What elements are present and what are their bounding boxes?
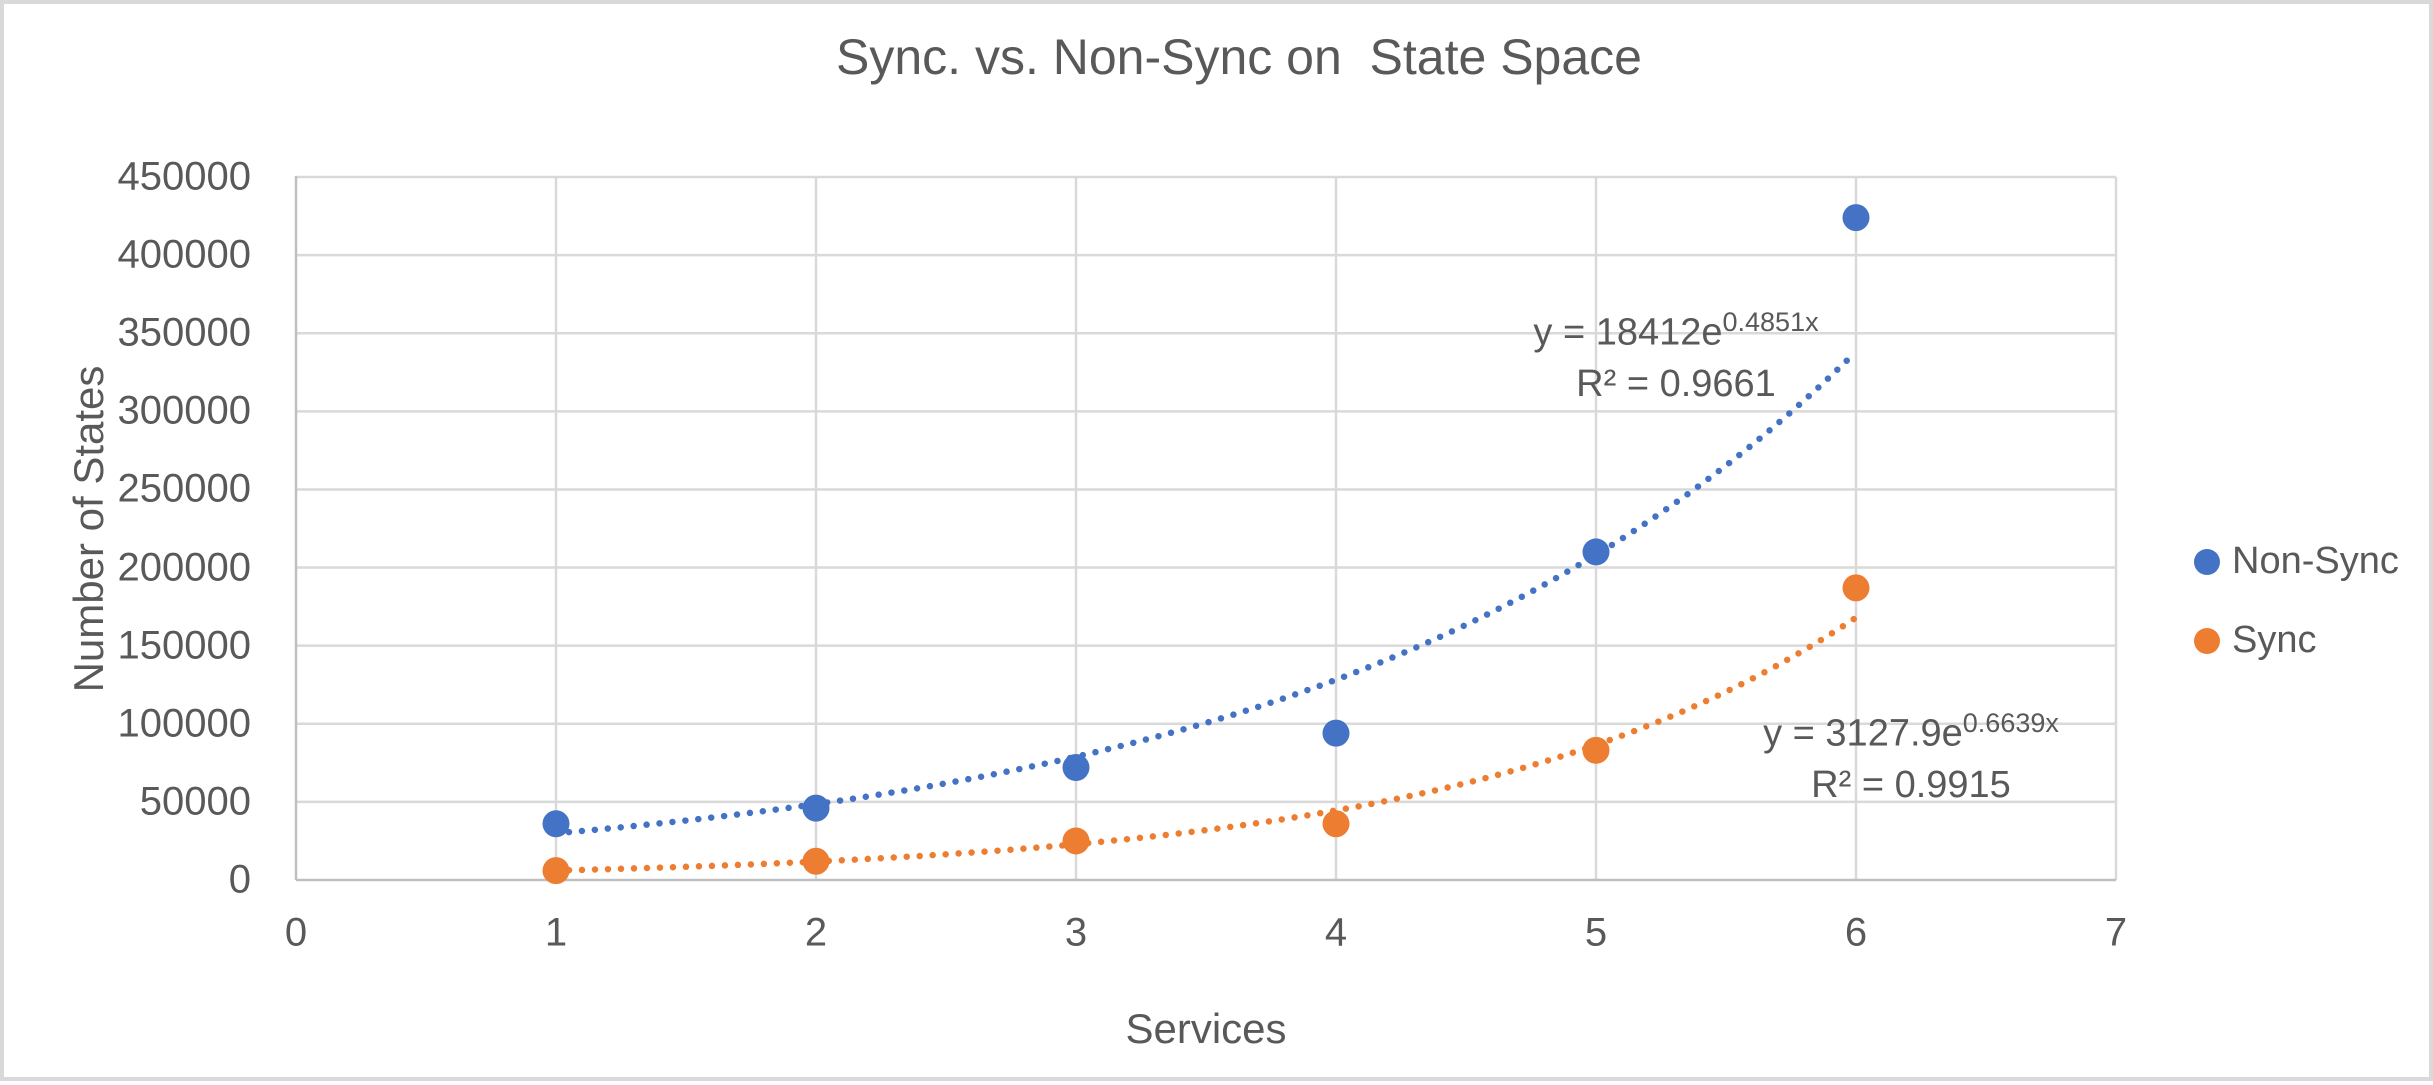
y-tick-label: 450000 — [117, 154, 251, 199]
data-point-non-sync — [1842, 204, 1870, 232]
x-tick-label: 6 — [1844, 910, 1868, 955]
plot-area — [294, 175, 2118, 885]
data-point-non-sync — [802, 794, 830, 822]
x-tick-label: 5 — [1584, 910, 1608, 955]
data-point-sync — [802, 847, 830, 875]
sync-marker-icon — [2194, 627, 2220, 654]
y-tick-label: 400000 — [117, 232, 251, 277]
y-tick-label: 300000 — [117, 388, 251, 433]
trendline-non-sync — [552, 348, 1860, 837]
data-point-non-sync — [1062, 754, 1090, 782]
r-squared-line: R² = 0.9915 — [1811, 763, 2011, 806]
legend-item-sync: Sync — [2194, 619, 2399, 662]
chart-title: Sync. vs. Non-Sync on State Space — [836, 29, 1642, 85]
y-tick-label: 200000 — [117, 545, 251, 590]
x-tick-label: 2 — [804, 910, 828, 955]
x-tick-label: 4 — [1324, 910, 1348, 955]
equation-exponent: 0.6639x — [1962, 708, 2059, 738]
y-axis-title: Number of States — [65, 365, 112, 693]
x-tick-label: 0 — [284, 910, 308, 955]
legend-item-nonsync: Non-Sync — [2194, 540, 2399, 583]
x-tick-label: 7 — [2104, 910, 2128, 955]
r-squared-line: R² = 0.9661 — [1576, 362, 1776, 405]
y-tick-label: 0 — [228, 857, 251, 902]
y-tick-label: 50000 — [139, 779, 251, 824]
data-point-sync — [1842, 574, 1870, 602]
trendline-equation-sync: y = 3127.9e0.6639x R² = 0.9915 — [1763, 698, 2059, 811]
y-tick-label: 100000 — [117, 701, 251, 746]
legend: Non-Sync Sync — [2194, 540, 2399, 662]
data-point-sync — [1322, 810, 1350, 838]
nonsync-marker-icon — [2194, 548, 2220, 575]
y-tick-label: 250000 — [117, 466, 251, 511]
data-point-non-sync — [1582, 538, 1610, 566]
equation-exponent: 0.4851x — [1722, 307, 1819, 337]
y-tick-label: 150000 — [117, 623, 251, 668]
y-tick-label: 350000 — [117, 310, 251, 355]
x-axis-title: Services — [1125, 1005, 1287, 1052]
data-point-non-sync — [542, 810, 570, 838]
trendline-equation-nonsync: y = 18412e0.4851x R² = 0.9661 — [1533, 297, 1818, 410]
data-point-non-sync — [1322, 719, 1350, 747]
legend-label: Sync — [2232, 619, 2317, 661]
trendline-sync — [552, 614, 1860, 874]
x-tick-label: 3 — [1064, 910, 1088, 955]
data-point-sync — [1062, 827, 1090, 855]
x-tick-label: 1 — [544, 910, 568, 955]
data-point-sync — [1582, 736, 1610, 764]
data-point-sync — [542, 857, 570, 885]
legend-label: Non-Sync — [2232, 540, 2399, 582]
equation-line: y = 3127.9e0.6639x — [1763, 708, 2059, 755]
equation-line: y = 18412e0.4851x — [1533, 307, 1819, 354]
